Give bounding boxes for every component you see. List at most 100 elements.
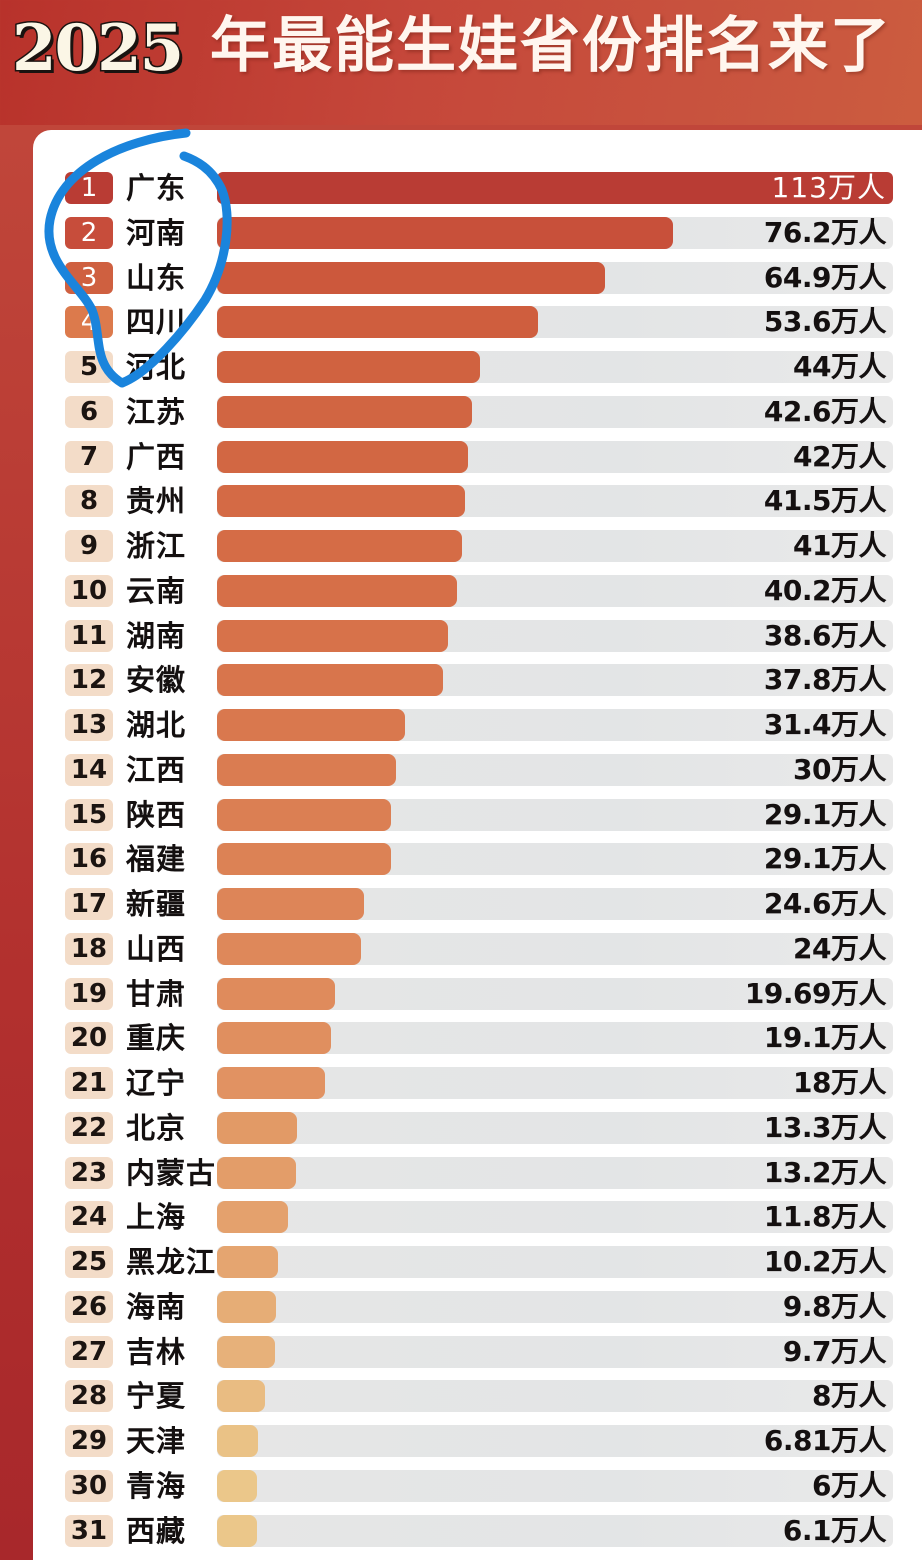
- value-bar: [217, 1290, 276, 1323]
- value-label: 29.1万人: [763, 842, 887, 876]
- rank-badge: 11: [65, 619, 113, 652]
- province-name: 云南: [126, 573, 187, 608]
- rank-badge: 6: [65, 395, 113, 428]
- value-label: 40.2万人: [763, 573, 887, 607]
- rank-badge: 23: [65, 1156, 113, 1189]
- ranking-row: 1 广东 113万人: [0, 170, 922, 206]
- ranking-row: 12 安徽 37.8万人: [0, 662, 922, 698]
- rank-badge: 29: [65, 1425, 113, 1457]
- ranking-row: 13 湖北 31.4万人: [0, 707, 922, 743]
- rank-badge: 24: [65, 1201, 113, 1234]
- value-bar: [217, 530, 463, 562]
- ranking-row: 18 山西 24万人: [0, 931, 922, 967]
- province-name: 湖南: [126, 618, 187, 653]
- value-bar: [217, 1514, 257, 1547]
- value-bar: [217, 172, 893, 204]
- bar-track: [217, 1425, 893, 1457]
- rank-badge: 26: [65, 1290, 113, 1323]
- value-label: 113万人: [771, 171, 886, 204]
- bar-track: [217, 1111, 893, 1144]
- bar-track: [217, 1067, 893, 1099]
- ranking-row: 28 宁夏 8万人: [0, 1378, 922, 1414]
- ranking-row: 22 北京 13.3万人: [0, 1110, 922, 1146]
- bar-track: [217, 1246, 893, 1278]
- value-bar: [217, 440, 469, 473]
- value-bar: [217, 351, 481, 383]
- ranking-row: 24 上海 11.8万人: [0, 1199, 922, 1235]
- ranking-row: 29 天津 6.81万人: [0, 1423, 922, 1459]
- value-label: 41.5万人: [763, 484, 887, 518]
- rank-badge: 19: [65, 977, 113, 1010]
- province-name: 宁夏: [126, 1379, 187, 1414]
- ranking-row: 19 甘肃 19.69万人: [0, 976, 922, 1012]
- value-label: 44万人: [793, 350, 886, 383]
- ranking-row: 6 江苏 42.6万人: [0, 394, 922, 430]
- ranking-row: 15 陕西 29.1万人: [0, 797, 922, 833]
- value-label: 24万人: [793, 931, 886, 965]
- value-label: 42.6万人: [763, 394, 887, 428]
- ranking-row: 10 云南 40.2万人: [0, 573, 922, 609]
- ranking-row: 30 青海 6万人: [0, 1468, 922, 1504]
- rank-badge: 5: [65, 351, 113, 383]
- province-name: 广东: [126, 171, 187, 205]
- ranking-row: 8 贵州 41.5万人: [0, 483, 922, 519]
- province-name: 海南: [126, 1289, 187, 1324]
- rank-badge: 2: [65, 216, 113, 249]
- rank-badge: 4: [65, 306, 113, 339]
- province-name: 北京: [126, 1110, 187, 1145]
- value-bar: [217, 1335, 276, 1368]
- ranking-row: 17 新疆 24.6万人: [0, 886, 922, 922]
- value-label: 31.4万人: [763, 708, 887, 741]
- value-bar: [217, 1380, 265, 1413]
- province-name: 天津: [126, 1424, 187, 1458]
- ranking-row: 16 福建 29.1万人: [0, 841, 922, 877]
- rank-badge: 28: [65, 1380, 113, 1413]
- rank-badge: 14: [65, 753, 113, 786]
- rank-badge: 16: [65, 843, 113, 876]
- value-label: 29.1万人: [763, 797, 887, 831]
- province-name: 辽宁: [126, 1066, 187, 1100]
- province-name: 四川: [126, 305, 187, 340]
- value-bar: [217, 977, 335, 1010]
- ranking-row: 23 内蒙古 13.2万人: [0, 1155, 922, 1191]
- rank-badge: 18: [65, 932, 113, 965]
- province-name: 青海: [126, 1468, 187, 1503]
- province-name: 江苏: [126, 394, 187, 429]
- value-label: 11.8万人: [763, 1200, 887, 1234]
- bar-track: [217, 1201, 893, 1234]
- rank-badge: 22: [65, 1111, 113, 1144]
- value-label: 37.8万人: [763, 663, 887, 697]
- rank-badge: 7: [65, 440, 113, 473]
- rank-badge: 13: [65, 709, 113, 741]
- province-name: 福建: [126, 842, 187, 877]
- value-label: 13.3万人: [763, 1110, 887, 1144]
- value-bar: [217, 1425, 258, 1457]
- value-label: 53.6万人: [763, 305, 887, 339]
- bar-track: [217, 1156, 893, 1189]
- ranking-row: 20 重庆 19.1万人: [0, 1020, 922, 1056]
- rank-badge: 8: [65, 485, 113, 518]
- rank-badge: 17: [65, 888, 113, 920]
- bar-track: [217, 1514, 893, 1547]
- value-bar: [217, 261, 606, 294]
- bar-track: [217, 1380, 893, 1413]
- value-bar: [217, 753, 397, 786]
- value-bar: [217, 306, 538, 339]
- province-name: 山东: [126, 260, 187, 295]
- rank-badge: 3: [65, 261, 113, 294]
- value-bar: [217, 1022, 332, 1055]
- rank-badge: 30: [65, 1469, 113, 1502]
- province-name: 广西: [126, 439, 187, 474]
- ranking-row: 26 海南 9.8万人: [0, 1289, 922, 1325]
- province-name: 河南: [126, 215, 187, 250]
- value-label: 9.8万人: [782, 1289, 887, 1323]
- value-label: 6.1万人: [782, 1513, 887, 1547]
- rank-badge: 15: [65, 798, 113, 831]
- value-label: 64.9万人: [763, 260, 887, 294]
- ranking-row: 9 浙江 41万人: [0, 528, 922, 564]
- value-label: 6.81万人: [763, 1424, 887, 1457]
- province-name: 上海: [126, 1200, 187, 1235]
- ranking-row: 14 江西 30万人: [0, 752, 922, 788]
- page-title: 年最能生娃省份排名来了: [210, 11, 892, 81]
- value-label: 76.2万人: [763, 215, 887, 249]
